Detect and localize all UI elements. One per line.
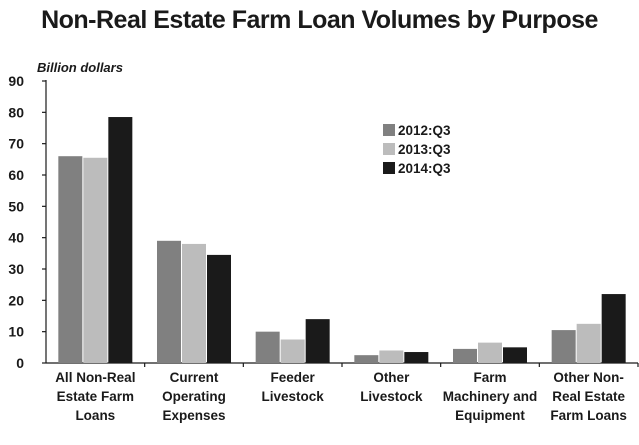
y-tick-label: 60 bbox=[8, 167, 24, 183]
legend-label: 2012:Q3 bbox=[398, 123, 451, 138]
bar bbox=[58, 156, 83, 363]
y-tick-label: 0 bbox=[16, 355, 24, 371]
y-axis-ticks: 0 10 20 30 40 50 60 70 80 90 bbox=[8, 73, 46, 371]
y-tick-label: 30 bbox=[8, 261, 24, 277]
legend-label: 2013:Q3 bbox=[398, 142, 451, 157]
bar-series-group bbox=[58, 117, 626, 364]
bar bbox=[207, 254, 231, 363]
bar bbox=[354, 355, 379, 363]
y-tick-label: 40 bbox=[8, 230, 24, 246]
bar bbox=[478, 342, 502, 363]
category-label: Current Operating Expenses bbox=[162, 370, 226, 423]
legend-label: 2014:Q3 bbox=[398, 161, 451, 176]
bar bbox=[404, 352, 429, 363]
bar bbox=[379, 350, 404, 363]
y-tick-label: 50 bbox=[8, 198, 24, 214]
legend: 2012:Q3 2013:Q3 2014:Q3 bbox=[383, 123, 451, 176]
bar bbox=[255, 331, 280, 363]
bar bbox=[551, 330, 576, 363]
y-tick-label: 10 bbox=[8, 324, 24, 340]
y-tick-label: 20 bbox=[8, 292, 24, 308]
y-tick-label: 90 bbox=[8, 73, 24, 89]
y-axis-label: Billion dollars bbox=[37, 60, 123, 75]
bar bbox=[453, 348, 477, 363]
bar bbox=[83, 157, 108, 363]
legend-swatch bbox=[383, 162, 395, 174]
category-label: Other Livestock bbox=[360, 370, 423, 404]
bar bbox=[503, 347, 527, 363]
bar bbox=[601, 294, 626, 363]
category-label: Farm Machinery and Equipment bbox=[443, 370, 538, 423]
legend-swatch bbox=[383, 143, 395, 155]
bar bbox=[305, 319, 330, 363]
bar bbox=[280, 339, 305, 363]
y-tick-label: 70 bbox=[8, 136, 24, 152]
bar bbox=[108, 117, 133, 364]
category-labels: All Non-Real Estate Farm Loans Current Opera… bbox=[55, 363, 639, 423]
y-tick-label: 80 bbox=[8, 104, 24, 120]
legend-swatch bbox=[383, 124, 395, 136]
chart-title: Non-Real Estate Farm Loan Volumes by Pur… bbox=[41, 6, 598, 34]
category-label: All Non-Real Estate Farm Loans bbox=[55, 370, 135, 423]
category-label: Feeder Livestock bbox=[262, 370, 325, 404]
bar bbox=[182, 243, 206, 363]
category-label: Other Non-Real Estate Farm Loans bbox=[550, 370, 627, 423]
bar bbox=[157, 240, 181, 363]
bar bbox=[576, 323, 601, 363]
